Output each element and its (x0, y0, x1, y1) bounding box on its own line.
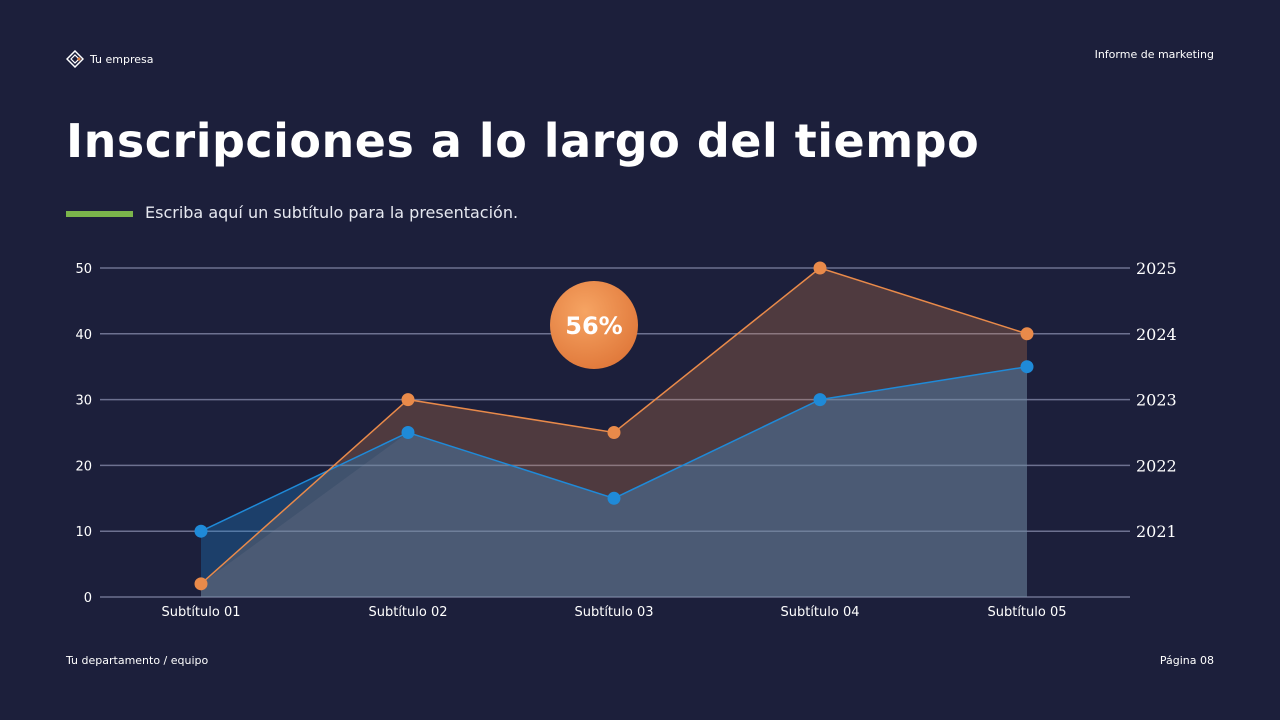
x-tick-label: Subtítulo 05 (987, 605, 1066, 620)
brand-name: Tu empresa (90, 52, 154, 66)
series-1-point (194, 577, 208, 591)
y-tick-label: 40 (75, 328, 92, 343)
footer-department: Tu departamento / equipo (66, 654, 209, 667)
subtitle-accent-bar (66, 211, 133, 217)
report-label: Informe de marketing (1094, 48, 1214, 61)
right-axis-label: 2025 (1136, 259, 1177, 278)
series-1-point (401, 393, 415, 407)
x-tick-label: Subtítulo 02 (368, 605, 447, 620)
page-title: Inscripciones a lo largo del tiempo (66, 114, 980, 168)
logo-icon (66, 50, 84, 68)
series-1-point (607, 426, 621, 439)
y-tick-label: 10 (75, 525, 92, 540)
brand: Tu empresa (66, 50, 154, 68)
y-tick-label: 20 (75, 459, 92, 474)
series-2-point (813, 393, 827, 407)
overlap-area (201, 366, 1027, 597)
series-2-area (201, 366, 1027, 597)
x-tick-label: Subtítulo 04 (780, 605, 859, 620)
x-tick-label: Subtítulo 01 (161, 605, 240, 620)
page-subtitle: Escriba aquí un subtítulo para la presen… (145, 203, 519, 222)
series-2-point (401, 426, 415, 439)
right-axis-label: 2022 (1136, 456, 1177, 475)
series-2-point (1020, 360, 1034, 374)
x-tick-label: Subtítulo 03 (574, 605, 653, 620)
right-axis-label: 2021 (1136, 522, 1177, 541)
badge-circle (550, 281, 638, 369)
series-2-point (607, 491, 621, 505)
y-tick-label: 50 (75, 262, 92, 277)
series-1-point (813, 261, 827, 275)
y-tick-label: 30 (75, 394, 92, 409)
footer-page-number: Página 08 (1159, 654, 1214, 667)
series-2-point (194, 524, 208, 538)
right-axis-label: 2023 (1136, 391, 1177, 410)
series-1-point (1020, 327, 1034, 341)
right-axis-label: 2024 (1136, 325, 1177, 344)
badge-value: 56% (565, 312, 622, 340)
y-tick-label: 0 (84, 591, 92, 606)
